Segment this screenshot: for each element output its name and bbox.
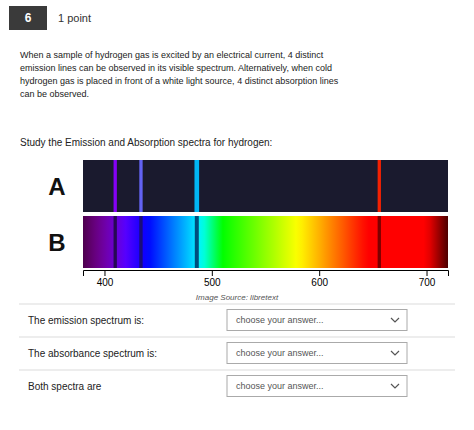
x-tick: 400 <box>97 270 114 288</box>
x-axis-line <box>84 271 449 277</box>
dropdown-placeholder[interactable]: choose your answer... <box>236 381 324 391</box>
dropdown[interactable]: choose your answer... <box>227 343 407 364</box>
dropdown-placeholder[interactable]: choose your answer... <box>236 315 324 325</box>
panel-label: A <box>48 173 65 200</box>
paragraph-line: hydrogen gas is placed in front of a whi… <box>20 76 339 86</box>
question-box <box>9 6 47 30</box>
emission-line <box>194 160 199 212</box>
separator <box>19 337 455 338</box>
x-tick-mark <box>319 270 320 276</box>
dropdown-box[interactable] <box>227 310 407 331</box>
dropdown[interactable]: choose your answer... <box>227 376 407 397</box>
panel-label: B <box>48 229 65 256</box>
dropdown-chevron[interactable] <box>391 384 399 388</box>
x-tick-mark <box>104 270 105 276</box>
separator <box>19 304 455 305</box>
question-number: 6 <box>25 11 32 25</box>
page: 6 1 point When a sample of hydrogen gas is… <box>0 0 474 430</box>
spectral-lines <box>115 216 379 268</box>
dropdown-label: The emission spectrum is: <box>28 315 144 326</box>
question-points: 1 point <box>58 12 91 24</box>
paragraph-line: can be observed. <box>20 89 89 99</box>
spectral-lines <box>115 160 379 212</box>
image-source: Image Source: libretext <box>196 293 279 302</box>
panel-background <box>83 216 448 268</box>
x-tick: 600 <box>311 270 328 288</box>
paragraph-line: emission lines can be observed in its vi… <box>20 63 332 73</box>
dropdown-label: Both spectra are <box>28 381 102 392</box>
dropdown-placeholder[interactable]: choose your answer... <box>236 348 324 358</box>
x-tick-label: 600 <box>311 277 328 288</box>
paragraph-line: When a sample of hydrogen gas is excited… <box>20 50 324 60</box>
x-tick-mark <box>212 270 213 276</box>
dropdown[interactable]: choose your answer... <box>227 310 407 331</box>
x-tick-label: 400 <box>97 277 114 288</box>
x-tick-label: 500 <box>204 277 221 288</box>
title: Study the Emission and Absorption spectr… <box>20 137 272 148</box>
absorption-line <box>195 216 199 268</box>
dropdown-box[interactable] <box>227 343 407 364</box>
absorption-line <box>114 216 117 268</box>
dropdown-chevron[interactable] <box>391 351 399 355</box>
emission-line <box>139 160 142 212</box>
absorption-line <box>139 216 142 268</box>
dropdown-label: The absorbance spectrum is: <box>28 348 157 359</box>
x-tick-label: 700 <box>419 277 436 288</box>
x-tick: 500 <box>204 270 221 288</box>
x-tick-mark <box>427 270 428 276</box>
dropdown-box[interactable] <box>227 376 407 397</box>
dropdown-chevron[interactable] <box>391 318 399 322</box>
absorption-line <box>378 216 381 268</box>
separator <box>19 370 455 371</box>
panel-background <box>83 160 448 212</box>
emission-line <box>378 160 381 212</box>
emission-line <box>114 160 117 212</box>
x-tick: 700 <box>419 270 436 288</box>
x-axis: 400 500 600 700 <box>84 270 449 288</box>
